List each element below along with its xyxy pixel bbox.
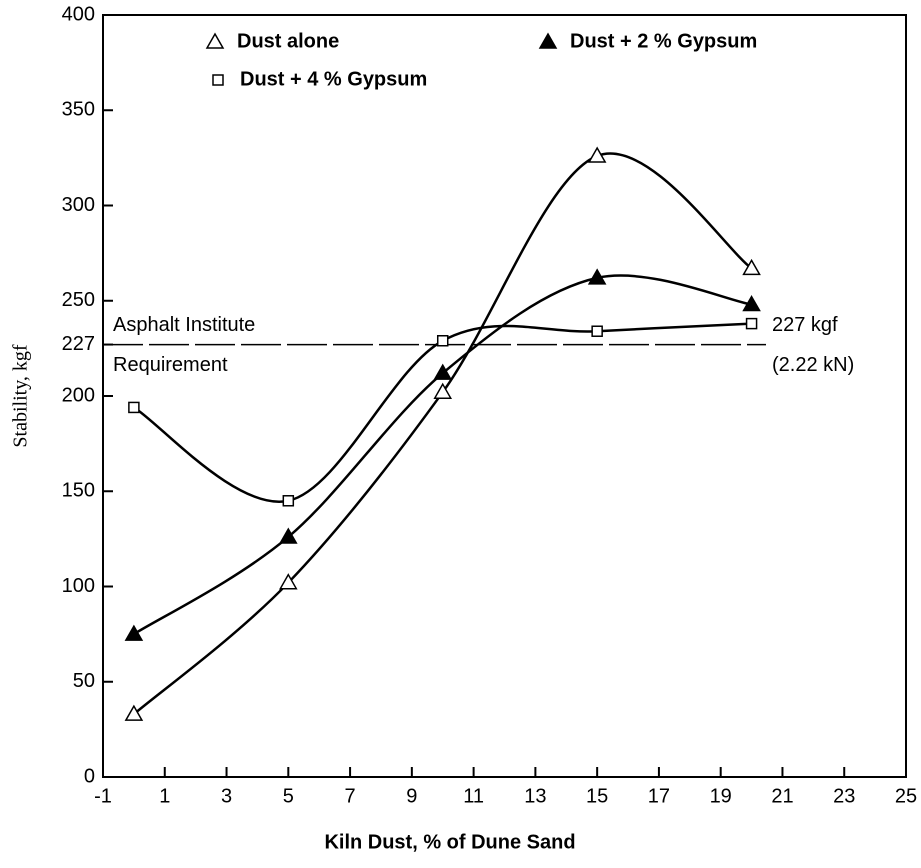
y-tick-label: 0 — [84, 765, 95, 787]
legend-marker — [538, 32, 558, 49]
y-tick-label: 400 — [62, 3, 95, 25]
marker — [436, 335, 449, 347]
x-tick-label: 19 — [710, 785, 732, 807]
marker — [279, 573, 298, 590]
x-tick-label: 5 — [283, 785, 294, 807]
x-tick-label: 1 — [159, 785, 170, 807]
marker — [433, 363, 453, 380]
x-tick-label: 25 — [895, 785, 917, 807]
marker — [124, 704, 144, 721]
x-tick-label: 23 — [833, 785, 855, 807]
x-tick-label: 21 — [771, 785, 793, 807]
marker — [282, 495, 295, 507]
reference-label: (2.22 kN) — [772, 354, 854, 376]
reference-label: Requirement — [113, 354, 228, 376]
x-tick-label: 11 — [463, 785, 484, 807]
y-tick-label: 100 — [62, 575, 95, 597]
marker — [124, 624, 144, 641]
y-tick-label: 150 — [62, 480, 95, 502]
x-tick-label: 17 — [648, 785, 670, 807]
y-tick-label: 250 — [62, 289, 95, 311]
x-tick-label: 13 — [524, 785, 546, 807]
x-tick-label: -1 — [94, 785, 112, 807]
marker — [745, 317, 758, 330]
reference-label: 227 kgf — [772, 314, 838, 336]
reference-label: Asphalt Institute — [113, 314, 255, 336]
legend-marker — [212, 74, 224, 86]
marker — [433, 382, 453, 399]
marker — [587, 146, 607, 163]
y-tick-label: 50 — [73, 670, 95, 692]
plot-frame — [102, 14, 907, 778]
series-line — [133, 152, 753, 716]
legend-label: Dust + 2 % Gypsum — [570, 30, 757, 52]
marker — [587, 268, 607, 285]
marker — [742, 295, 761, 312]
marker — [591, 325, 603, 337]
x-tick-label: 9 — [406, 785, 417, 807]
x-tick-label: 15 — [586, 785, 608, 807]
y-tick-label: 227 — [62, 333, 95, 355]
legend-marker — [205, 32, 225, 49]
x-tick-label: 7 — [345, 785, 356, 807]
legend-label: Dust + 4 % Gypsum — [240, 68, 427, 90]
y-tick-label: 200 — [62, 384, 95, 406]
marker — [279, 527, 298, 544]
y-tick-label: 300 — [62, 194, 95, 216]
marker — [742, 258, 761, 276]
marker — [128, 401, 140, 414]
x-axis-label: Kiln Dust, % of Dune Sand — [324, 831, 575, 853]
series-line — [133, 322, 752, 503]
x-tick-label: 3 — [221, 785, 232, 807]
y-tick-label: 350 — [62, 99, 95, 121]
y-axis-label: Stability, kgf — [10, 344, 32, 447]
legend-label: Dust alone — [237, 30, 339, 52]
